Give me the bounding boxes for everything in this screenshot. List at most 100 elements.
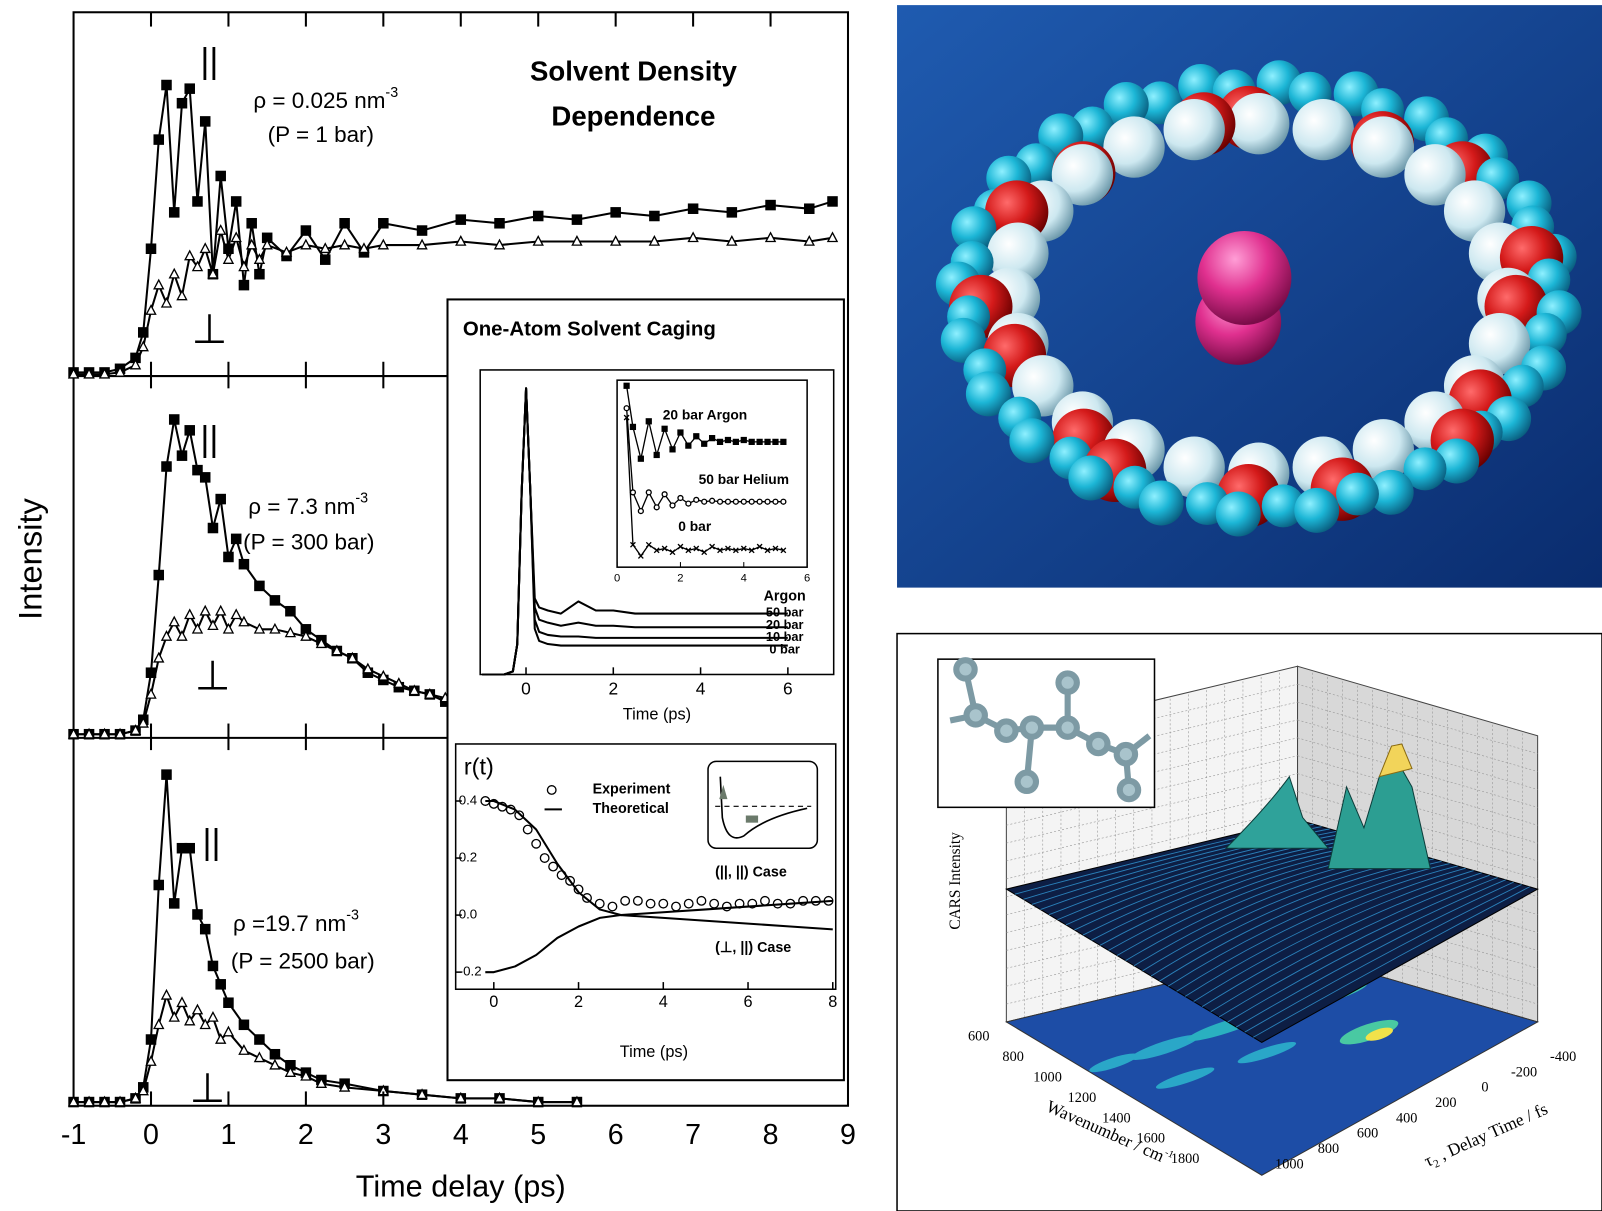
series-label: ⊥ (192, 306, 228, 352)
x-tick-label: -1 (61, 1119, 86, 1151)
y-tick-label: -400 (1550, 1049, 1576, 1065)
marker-triangle (160, 296, 173, 308)
marker-square (716, 438, 724, 445)
marker-triangle (532, 1095, 544, 1107)
marker-triangle (571, 1095, 583, 1107)
marker-square (708, 435, 716, 442)
marker-square (693, 433, 700, 440)
marker-triangle (261, 238, 273, 250)
marker-triangle (145, 1055, 157, 1066)
x-tick-label: 8 (828, 993, 837, 1011)
atom-sphere (1215, 491, 1261, 537)
marker-circle (693, 496, 700, 503)
marker-circle (780, 498, 787, 505)
marker-circle (594, 898, 605, 909)
marker-square (764, 438, 771, 445)
marker-triangle (67, 727, 80, 739)
marker-triangle (153, 278, 165, 290)
marker-circle (716, 498, 724, 505)
marker-cross (693, 545, 700, 552)
x-axis-label: Time (ps) (623, 706, 691, 724)
marker-square (192, 196, 203, 207)
marker-triangle (184, 608, 196, 620)
x-tick-label: 9 (840, 1119, 856, 1151)
wall-grid (1006, 809, 1298, 880)
series-line (485, 914, 833, 974)
atom-sphere (1294, 487, 1340, 533)
surface-mesh (1227, 879, 1506, 1023)
marker-square (215, 979, 226, 990)
marker-triangle (346, 651, 359, 663)
legend-title: Argon (764, 589, 806, 605)
atom (1055, 715, 1080, 740)
marker-triangle (300, 1069, 312, 1081)
marker-square (176, 97, 188, 109)
atom-sphere (1403, 447, 1447, 491)
inset-title: One-Atom Solvent Caging (463, 318, 716, 340)
marker-triangle (145, 304, 157, 315)
marker-square (199, 923, 211, 935)
surface-mesh (1184, 867, 1466, 997)
marker-triangle (238, 260, 250, 272)
marker-square (269, 1048, 281, 1060)
marker-square (677, 429, 684, 436)
marker-square (571, 214, 583, 225)
marker-cross (661, 545, 668, 552)
atom (1014, 769, 1040, 795)
atom-sphere (1009, 418, 1055, 464)
marker-square (207, 960, 219, 972)
surface-mesh (1244, 884, 1522, 1033)
marker-square (772, 438, 779, 445)
marker-circle (721, 901, 732, 912)
series-label: || (202, 823, 220, 861)
marker-triangle (319, 242, 331, 254)
marker-triangle (416, 238, 428, 250)
atom-sphere (951, 206, 997, 252)
marker-triangle (238, 1044, 250, 1055)
marker-square (184, 83, 195, 94)
atom (1113, 741, 1139, 767)
sketch-box (707, 760, 819, 849)
atom-sphere (1404, 144, 1466, 206)
marker-square (740, 436, 747, 444)
marker-triangle (253, 622, 266, 634)
marker-cross (764, 547, 771, 554)
atom-sphere (1051, 144, 1114, 206)
marker-square (161, 769, 172, 780)
x-tick-label: 6 (743, 993, 752, 1011)
marker-circle (709, 898, 720, 909)
x-tick-label: 0 (143, 1119, 159, 1151)
marker-square (610, 207, 621, 218)
atom-sphere (1138, 480, 1184, 526)
marker-square (780, 438, 787, 445)
marker-triangle (331, 644, 343, 656)
marker-square (238, 279, 250, 291)
marker-circle (772, 498, 779, 505)
surface-mesh (1218, 877, 1498, 1018)
marker-triangle (114, 365, 126, 377)
marker-square (215, 170, 226, 182)
marker-circle (632, 895, 643, 906)
plot-frame (616, 379, 808, 568)
legend-label: 10 bar (766, 629, 804, 644)
y-axis-label: Intensity (11, 497, 48, 619)
x-tick-label: 8 (763, 1119, 779, 1151)
marker-triangle (168, 615, 180, 627)
marker-circle (531, 838, 542, 849)
series-label: || (200, 43, 218, 81)
marker-triangle (83, 727, 95, 739)
series-line (73, 610, 446, 736)
surface-mesh (1176, 865, 1458, 992)
marker-triangle (803, 234, 815, 246)
atom-sphere (1352, 419, 1415, 481)
atom-sphere (1228, 92, 1290, 155)
marker-square (827, 196, 838, 207)
marker-triangle (160, 630, 173, 641)
marker-cross (748, 547, 755, 554)
x-tick-label: 5 (530, 1119, 546, 1151)
x-tick-label: 1 (220, 1119, 236, 1151)
y-tick-label: -0.2 (459, 964, 482, 979)
floor-contour (1089, 1053, 1138, 1073)
